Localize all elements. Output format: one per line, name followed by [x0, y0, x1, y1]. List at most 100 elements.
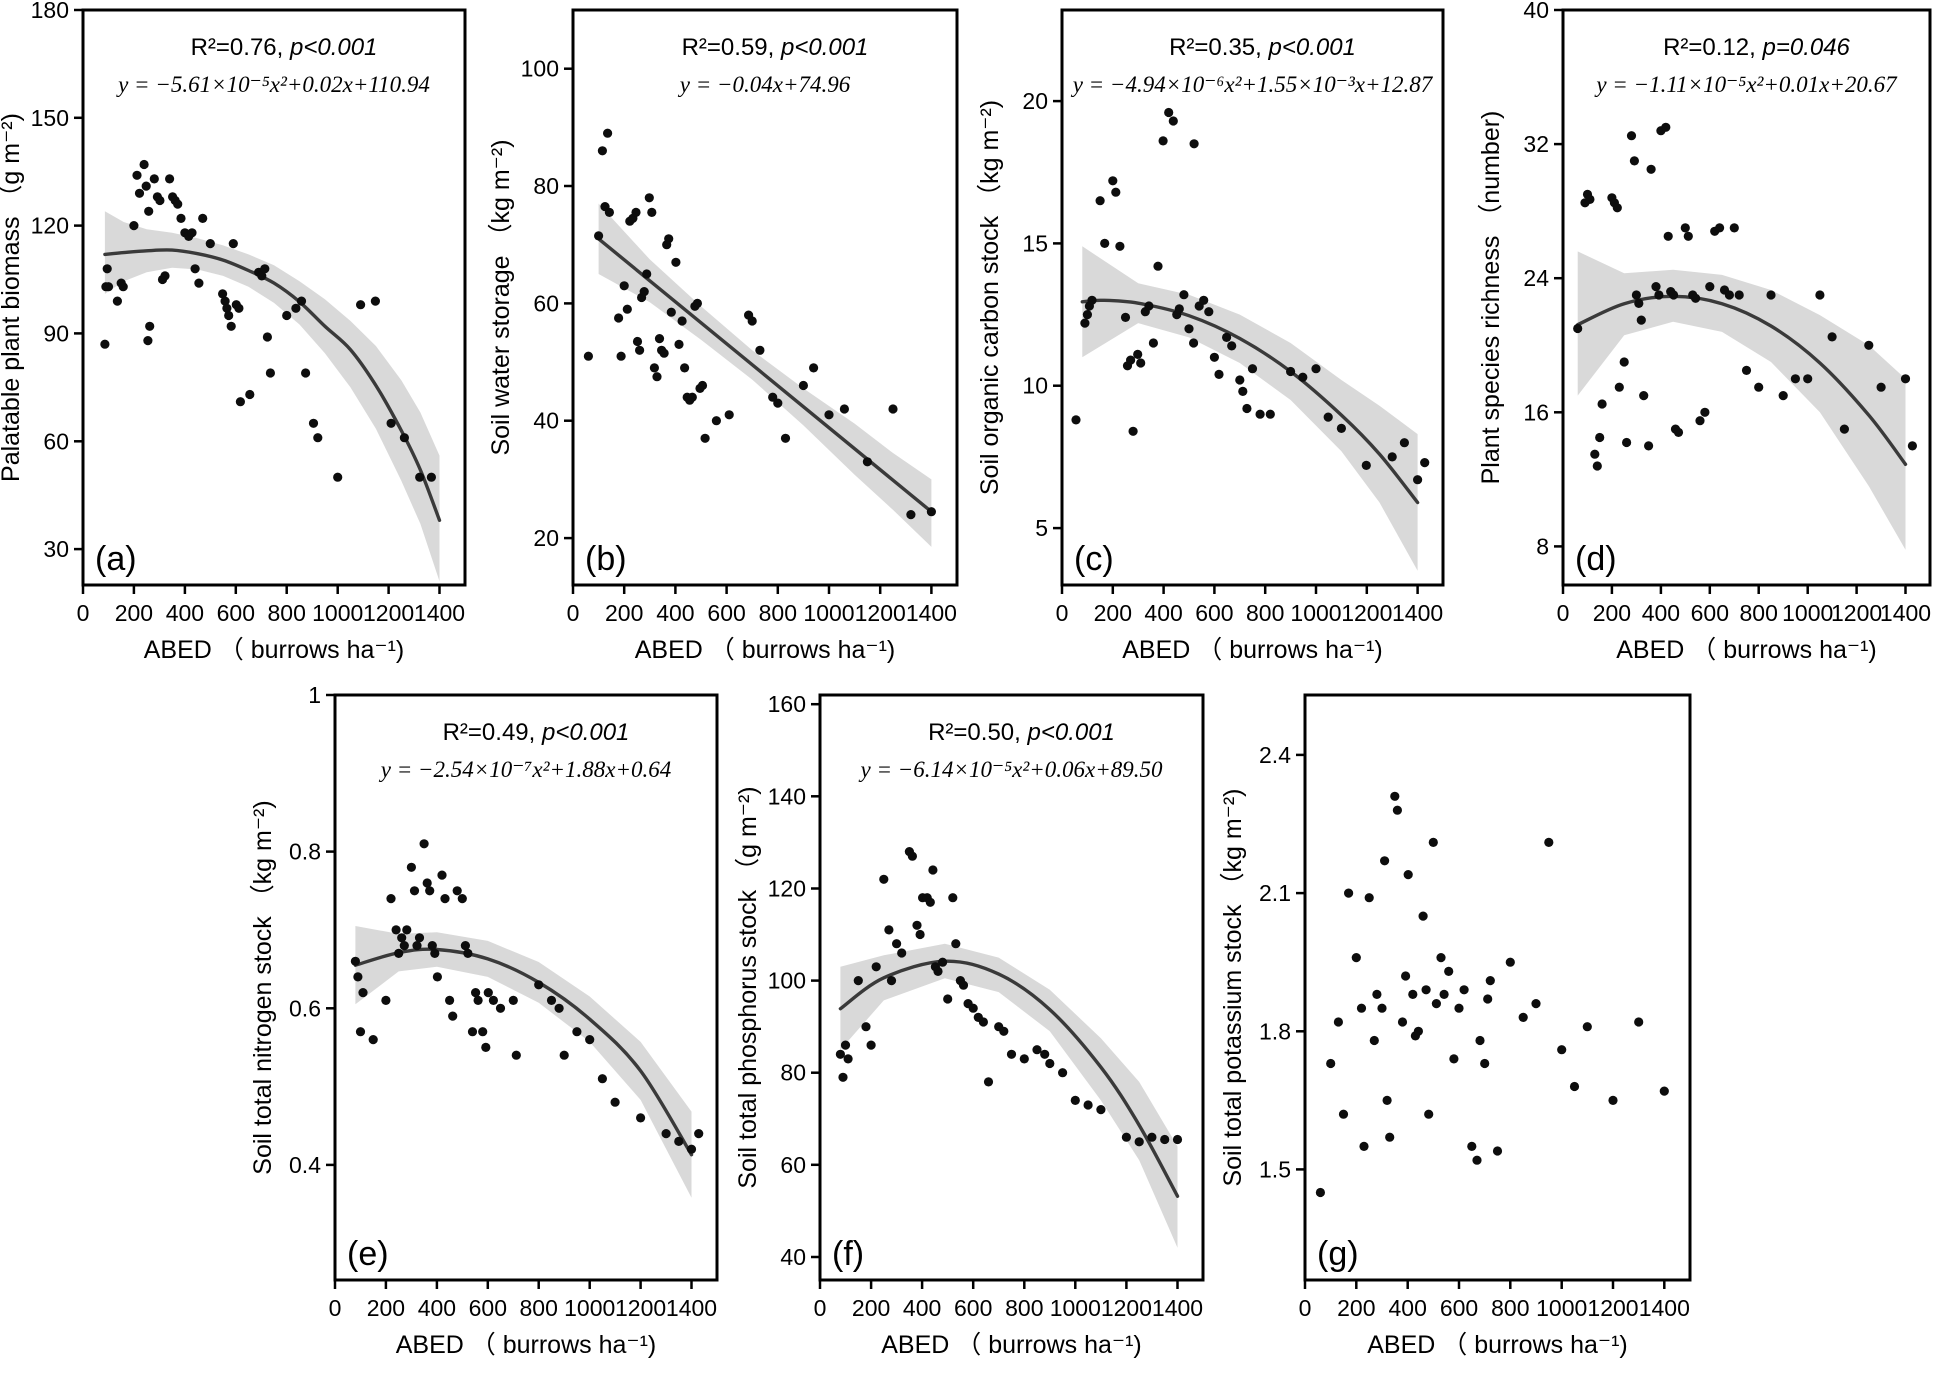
- data-point: [862, 457, 873, 467]
- data-point: [399, 433, 409, 443]
- data-point: [644, 193, 654, 203]
- data-point: [187, 228, 197, 238]
- data-point: [1876, 382, 1886, 392]
- data-point: [983, 1077, 994, 1087]
- data-point: [1573, 323, 1583, 334]
- x-tick-label: 1200: [1341, 600, 1392, 626]
- data-point: [1626, 131, 1637, 141]
- data-point: [1592, 461, 1602, 471]
- data-point: [511, 1050, 521, 1060]
- data-point: [666, 307, 676, 317]
- plot-box: [1303, 693, 1692, 1282]
- stats-title: R²=0.59, p<0.001: [682, 34, 869, 61]
- data-point: [1531, 999, 1541, 1009]
- x-tick-label: 0: [1056, 600, 1069, 626]
- data-point: [603, 128, 613, 138]
- x-tick-label: 1400: [1152, 1295, 1203, 1321]
- data-point: [1413, 1026, 1423, 1036]
- data-point: [1654, 290, 1664, 300]
- data-point: [1436, 953, 1446, 963]
- data-point: [1387, 452, 1397, 462]
- data-point: [1864, 340, 1874, 350]
- data-point: [1439, 989, 1449, 1000]
- data-point: [1184, 324, 1194, 334]
- y-tick-label: 1.5: [1259, 1156, 1291, 1182]
- x-tick-label: 200: [367, 1295, 405, 1321]
- data-point: [1680, 223, 1690, 233]
- data-point: [1121, 1132, 1131, 1142]
- data-point: [534, 980, 544, 990]
- data-point: [1214, 369, 1224, 379]
- data-point: [1227, 341, 1237, 351]
- data-point: [659, 348, 669, 358]
- data-point: [654, 334, 665, 344]
- data-point: [218, 289, 228, 299]
- data-point: [228, 239, 238, 249]
- data-point: [282, 310, 292, 321]
- data-point: [1669, 290, 1679, 300]
- data-point: [1392, 805, 1402, 815]
- data-point: [1361, 460, 1371, 470]
- y-tick-label: 60: [533, 290, 559, 316]
- y-tick-label: 80: [780, 1060, 806, 1086]
- data-point: [1401, 971, 1411, 981]
- y-axis-label: Soil organic carbon stock （kg m⁻²): [976, 100, 1004, 495]
- y-tick-label: 40: [1523, 0, 1549, 23]
- data-point: [1174, 304, 1184, 314]
- data-point: [1247, 364, 1258, 374]
- data-point: [356, 300, 366, 310]
- data-point: [457, 894, 467, 904]
- data-point: [687, 392, 697, 402]
- data-point: [488, 995, 498, 1006]
- plot-box: [1060, 8, 1445, 587]
- x-tick-label: 400: [418, 1295, 456, 1321]
- y-tick-label: 150: [31, 105, 69, 131]
- data-point: [1128, 426, 1138, 436]
- scatter-points: [583, 128, 937, 520]
- stats-p: p<0.001: [541, 719, 629, 746]
- x-tick-label: 400: [1144, 600, 1182, 626]
- data-point: [1766, 290, 1776, 300]
- data-point: [1421, 985, 1431, 995]
- data-point: [631, 207, 641, 217]
- panel-letter: (g): [1317, 1235, 1359, 1273]
- x-tick-label: 1000: [1782, 600, 1833, 626]
- data-point: [145, 321, 155, 331]
- data-point: [397, 933, 407, 943]
- confidence-band: [1577, 251, 1906, 550]
- y-tick-label: 60: [43, 428, 69, 454]
- y-tick-label: 60: [780, 1152, 806, 1178]
- x-tick-label: 1200: [363, 600, 414, 626]
- scatter-points: [835, 847, 1183, 1147]
- data-point: [402, 925, 412, 935]
- y-tick-label: 160: [768, 691, 806, 717]
- stats-r2: R²=0.35,: [1169, 34, 1268, 61]
- data-point: [642, 269, 652, 279]
- data-point: [594, 231, 604, 241]
- data-point: [652, 372, 662, 382]
- data-point: [747, 316, 757, 326]
- data-point: [412, 941, 422, 951]
- panel-letter: (f): [832, 1235, 864, 1273]
- data-point: [724, 410, 734, 420]
- data-point: [1134, 1137, 1144, 1147]
- data-point: [1734, 290, 1744, 300]
- x-tick-label: 1000: [312, 600, 363, 626]
- data-point: [386, 418, 396, 428]
- x-tick-label: 1400: [906, 600, 957, 626]
- data-point: [999, 1026, 1009, 1036]
- data-point: [861, 1022, 871, 1032]
- data-point: [614, 313, 624, 323]
- data-point: [226, 321, 236, 331]
- data-point: [1179, 290, 1189, 300]
- data-point: [1189, 338, 1199, 348]
- data-point: [165, 174, 175, 184]
- y-tick-label: 40: [780, 1244, 806, 1270]
- y-tick-label: 120: [768, 876, 806, 902]
- data-point: [205, 239, 215, 249]
- y-axis-label: Palatable plant biomass （g m⁻²): [0, 113, 25, 482]
- data-point: [1082, 310, 1092, 320]
- data-point: [1164, 107, 1174, 118]
